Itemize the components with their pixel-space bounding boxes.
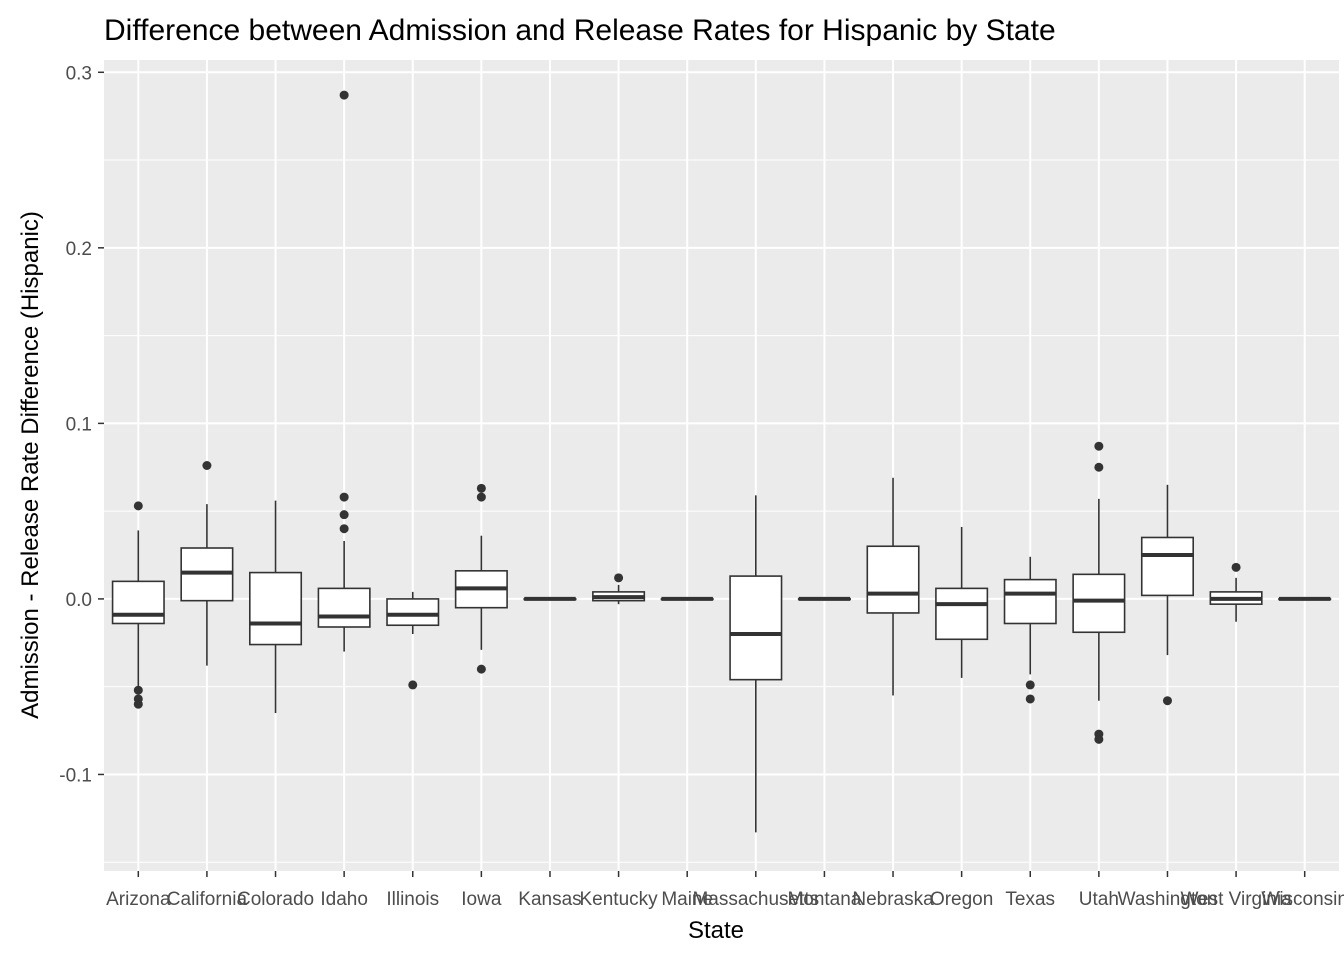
- box-iqr: [317, 587, 371, 628]
- box-iqr: [248, 571, 303, 646]
- x-axis-title: State: [688, 917, 744, 944]
- outlier-point: [614, 573, 624, 583]
- y-axis: -0.1 0.0 0.1 0.2 0.3: [59, 63, 104, 786]
- outlier-point: [339, 510, 349, 520]
- box-group: [180, 461, 234, 666]
- box-iqr: [386, 598, 440, 627]
- box-iqr: [866, 545, 920, 614]
- outlier-point: [339, 524, 349, 534]
- box-group: [1003, 556, 1057, 704]
- box-iqr: [111, 580, 165, 625]
- outlier-point: [1025, 694, 1035, 704]
- outlier-point: [476, 664, 486, 674]
- box-group: [523, 596, 577, 601]
- x-tick-label: Colorado: [237, 889, 314, 910]
- boxes-layer: [111, 90, 1332, 833]
- box-group: [111, 501, 165, 709]
- box-group: [935, 526, 989, 678]
- box-group: [1072, 441, 1126, 744]
- box-iqr: [1072, 573, 1126, 634]
- y-tick-label: 0.1: [66, 414, 92, 435]
- y-tick-label: 0.3: [66, 63, 92, 84]
- plot-panel: [104, 60, 1339, 871]
- x-tick-label: Idaho: [320, 889, 368, 910]
- chart-title: Difference between Admission and Release…: [104, 14, 1056, 47]
- box-group: [866, 477, 920, 696]
- outlier-point: [1094, 734, 1104, 744]
- outlier-point: [476, 483, 486, 493]
- box-iqr: [1140, 536, 1195, 597]
- box-group: [797, 596, 851, 601]
- box-group: [660, 596, 714, 601]
- outlier-point: [339, 90, 349, 100]
- x-tick-label: Iowa: [461, 889, 502, 910]
- x-tick-label: Texas: [1005, 889, 1055, 910]
- box-group: [729, 495, 783, 833]
- box-group: [454, 483, 508, 674]
- outlier-point: [408, 680, 418, 690]
- x-tick-label: Montana: [787, 889, 861, 910]
- outlier-point: [476, 492, 486, 502]
- y-axis-title: Admission - Release Rate Difference (His…: [17, 211, 44, 719]
- outlier-point: [1231, 562, 1241, 572]
- outlier-point: [1162, 696, 1172, 706]
- x-tick-label: Kansas: [518, 889, 581, 910]
- outlier-point: [133, 501, 143, 511]
- outlier-point: [1094, 462, 1104, 472]
- x-tick-label: Kentucky: [580, 889, 659, 910]
- box-iqr: [1003, 578, 1057, 625]
- x-tick-label: California: [167, 889, 248, 910]
- x-tick-label: Nebraska: [852, 889, 934, 910]
- outlier-point: [133, 699, 143, 709]
- box-iqr: [935, 587, 989, 641]
- box-group: [1278, 596, 1332, 601]
- outlier-point: [1094, 441, 1104, 451]
- box-group: [317, 90, 371, 652]
- box-iqr: [729, 575, 783, 681]
- box-group: [248, 500, 303, 714]
- box-group: [1209, 562, 1263, 622]
- x-tick-label: Arizona: [106, 889, 171, 910]
- outlier-point: [339, 492, 349, 502]
- y-tick-label: -0.1: [59, 765, 92, 786]
- x-tick-label: Washington: [1118, 889, 1218, 910]
- x-tick-label: Illinois: [386, 889, 439, 910]
- x-tick-label: West Virginia: [1180, 889, 1292, 910]
- x-tick-label: Oregon: [930, 889, 993, 910]
- outlier-point: [202, 461, 212, 470]
- x-tick-label: Massachusetts: [692, 889, 819, 910]
- outlier-point: [133, 685, 143, 695]
- box-group: [592, 573, 646, 605]
- x-tick-label: Utah: [1079, 889, 1119, 910]
- box-group: [386, 591, 440, 690]
- outlier-point: [1025, 680, 1035, 690]
- x-tick-label: Maine: [661, 889, 713, 910]
- y-tick-label: 0.2: [66, 239, 92, 260]
- x-tick-label: Wisconsin: [1261, 889, 1344, 910]
- box-group: [1140, 484, 1195, 706]
- y-tick-label: 0.0: [66, 590, 92, 611]
